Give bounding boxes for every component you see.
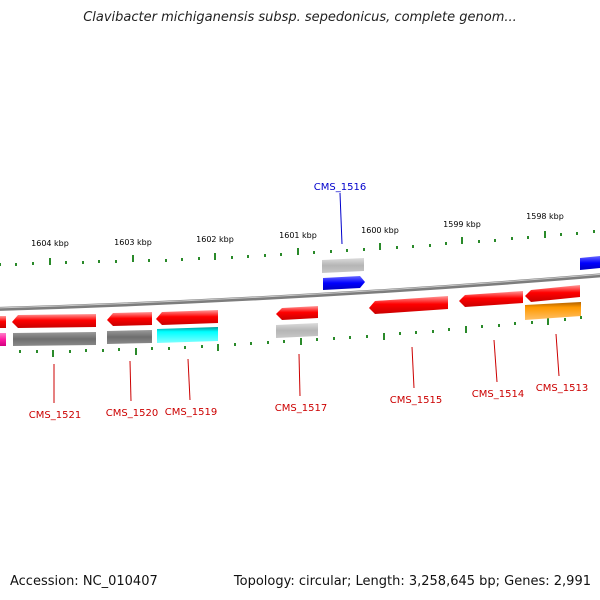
- gene-cms-1516-gray[interactable]: [322, 258, 364, 273]
- scale-label-1599: 1599 kbp: [443, 220, 481, 229]
- gene-right-edge-blue[interactable]: [580, 256, 600, 270]
- gene-cms-1520-red[interactable]: [107, 312, 152, 326]
- map-title: Clavibacter michiganensis subsp. sepedon…: [83, 10, 517, 25]
- gene-left-edge-magenta[interactable]: [0, 333, 6, 346]
- scale-label-1603: 1603 kbp: [114, 238, 152, 247]
- gene-label-cms-1517: CMS_1517: [275, 403, 327, 414]
- gene-cms-1516-blue[interactable]: [323, 276, 365, 290]
- leader-cms-1516: [339, 192, 343, 245]
- genome-backbone: [0, 273, 600, 311]
- leader-cms-1513: [555, 333, 560, 377]
- gene-label-cms-1515: CMS_1515: [390, 395, 442, 406]
- outer-tick-ring: [0, 230, 595, 266]
- accession-label: Accession: NC_010407: [10, 574, 158, 589]
- gene-label-cms-1521: CMS_1521: [29, 410, 81, 421]
- leader-cms-1519: [187, 358, 191, 401]
- gene-label-cms-1519: CMS_1519: [165, 407, 217, 418]
- gene-cms-1515-red[interactable]: [369, 296, 448, 314]
- genome-info-label: Topology: circular; Length: 3,258,645 bp…: [233, 574, 591, 589]
- leader-cms-1520: [129, 360, 132, 402]
- gene-cms-1519-red[interactable]: [156, 310, 218, 325]
- gene-left-edge-red[interactable]: [0, 316, 6, 328]
- leader-cms-1517: [298, 353, 301, 397]
- gene-cms-1513-red[interactable]: [525, 285, 580, 302]
- scale-label-1600: 1600 kbp: [361, 226, 399, 235]
- gene-cms-1519-cyan[interactable]: [157, 327, 218, 343]
- scale-label-1602: 1602 kbp: [196, 235, 234, 244]
- gene-label-cms-1516: CMS_1516: [314, 182, 366, 193]
- scale-label-1604: 1604 kbp: [31, 239, 69, 248]
- gene-cms-1521-red[interactable]: [12, 314, 96, 328]
- scale-label-1601: 1601 kbp: [279, 231, 317, 240]
- scale-label-1598: 1598 kbp: [526, 212, 564, 221]
- gene-cms-1517-red[interactable]: [276, 306, 318, 320]
- gene-label-cms-1514: CMS_1514: [472, 389, 524, 400]
- leader-cms-1514: [493, 339, 498, 383]
- inner-tick-ring: [19, 316, 582, 357]
- gene-label-cms-1513: CMS_1513: [536, 383, 588, 394]
- gene-cms-1520-gray[interactable]: [107, 330, 152, 344]
- gene-cms-1517-gray[interactable]: [276, 323, 318, 338]
- gene-cms-1513-orange[interactable]: [525, 302, 581, 320]
- leader-cms-1515: [411, 346, 415, 389]
- gene-label-cms-1520: CMS_1520: [106, 408, 158, 419]
- gene-cms-1514-red[interactable]: [459, 291, 523, 307]
- gene-cms-1521-gray[interactable]: [13, 332, 96, 346]
